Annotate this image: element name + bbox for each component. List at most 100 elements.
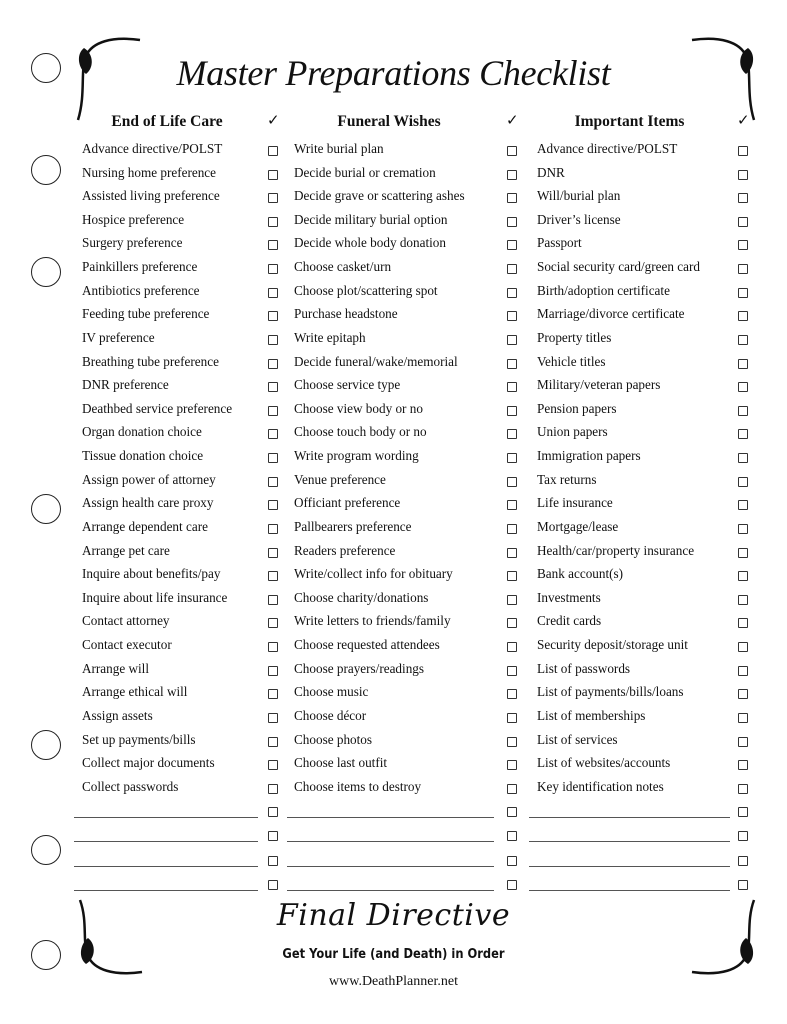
checkbox[interactable] (507, 264, 517, 275)
checkbox[interactable] (738, 476, 748, 487)
checkbox[interactable] (738, 429, 748, 440)
checkbox[interactable] (507, 334, 517, 345)
checkbox[interactable] (738, 571, 748, 582)
checkbox[interactable] (507, 712, 517, 723)
blank-entry-line[interactable] (74, 865, 258, 867)
checkbox[interactable] (268, 500, 278, 511)
checkbox[interactable] (268, 382, 278, 393)
blank-entry-line[interactable] (529, 890, 730, 892)
checkbox[interactable] (268, 880, 278, 891)
checkbox[interactable] (268, 594, 278, 605)
checkbox[interactable] (507, 476, 517, 487)
checkbox[interactable] (738, 807, 748, 817)
checkbox[interactable] (268, 405, 278, 416)
checkbox[interactable] (738, 665, 748, 676)
checkbox[interactable] (738, 689, 748, 700)
checkbox[interactable] (268, 712, 278, 723)
checkbox[interactable] (507, 216, 517, 227)
checkbox[interactable] (507, 642, 517, 653)
checkbox[interactable] (268, 240, 278, 251)
checkbox[interactable] (268, 146, 278, 156)
checkbox[interactable] (738, 216, 748, 227)
checkbox[interactable] (738, 500, 748, 511)
checkbox[interactable] (738, 712, 748, 723)
checkbox[interactable] (507, 618, 517, 629)
checkbox[interactable] (268, 476, 278, 487)
checkbox[interactable] (507, 689, 517, 700)
checkbox[interactable] (268, 523, 278, 534)
checkbox[interactable] (738, 736, 748, 747)
checkbox[interactable] (507, 760, 517, 771)
checkbox[interactable] (507, 571, 517, 582)
checkbox[interactable] (507, 523, 517, 534)
blank-entry-line[interactable] (287, 817, 494, 818)
checkbox[interactable] (507, 287, 517, 298)
checkbox[interactable] (738, 146, 748, 156)
checkbox[interactable] (738, 547, 748, 558)
checkbox[interactable] (738, 594, 748, 605)
checkbox[interactable] (268, 783, 278, 794)
website-link[interactable]: www.DeathPlanner.net (329, 974, 458, 989)
checkbox[interactable] (738, 287, 748, 298)
checkbox[interactable] (268, 571, 278, 582)
checkbox[interactable] (268, 736, 278, 747)
checkbox[interactable] (507, 240, 517, 251)
checkbox[interactable] (507, 311, 517, 322)
checkbox[interactable] (738, 169, 748, 180)
checkbox[interactable] (268, 760, 278, 771)
checkbox[interactable] (268, 358, 278, 369)
blank-entry-line[interactable] (287, 865, 494, 867)
checkbox[interactable] (268, 618, 278, 629)
checkbox[interactable] (268, 689, 278, 700)
checkbox[interactable] (738, 264, 748, 275)
checkbox[interactable] (507, 783, 517, 794)
checkbox[interactable] (268, 169, 278, 180)
checkbox[interactable] (268, 855, 278, 866)
checkbox[interactable] (507, 594, 517, 605)
checkbox[interactable] (507, 169, 517, 180)
checkbox[interactable] (738, 334, 748, 345)
checkbox[interactable] (738, 760, 748, 771)
checkbox[interactable] (268, 642, 278, 653)
checkbox[interactable] (738, 855, 748, 866)
blank-entry-line[interactable] (529, 865, 730, 867)
blank-entry-line[interactable] (74, 817, 258, 818)
checkbox[interactable] (507, 880, 517, 891)
checkbox[interactable] (507, 547, 517, 558)
checkbox[interactable] (507, 736, 517, 747)
blank-entry-line[interactable] (74, 890, 258, 892)
checkbox[interactable] (268, 429, 278, 440)
checkbox[interactable] (507, 807, 517, 817)
checkbox[interactable] (507, 382, 517, 393)
checkbox[interactable] (738, 831, 748, 842)
checkbox[interactable] (268, 287, 278, 298)
checkbox[interactable] (738, 311, 748, 322)
checkbox[interactable] (507, 855, 517, 866)
blank-entry-line[interactable] (287, 890, 494, 892)
checkbox[interactable] (507, 665, 517, 676)
checkbox[interactable] (738, 193, 748, 204)
checkbox[interactable] (738, 358, 748, 369)
blank-entry-line[interactable] (529, 841, 730, 843)
checkbox[interactable] (507, 405, 517, 416)
checkbox[interactable] (738, 880, 748, 891)
checkbox[interactable] (738, 382, 748, 393)
blank-entry-line[interactable] (287, 841, 494, 843)
checkbox[interactable] (268, 264, 278, 275)
checkbox[interactable] (268, 311, 278, 322)
checkbox[interactable] (738, 240, 748, 251)
checkbox[interactable] (507, 193, 517, 204)
checkbox[interactable] (738, 642, 748, 653)
checkbox[interactable] (738, 523, 748, 534)
checkbox[interactable] (507, 500, 517, 511)
checkbox[interactable] (268, 334, 278, 345)
blank-entry-line[interactable] (529, 817, 730, 818)
checkbox[interactable] (268, 193, 278, 204)
checkbox[interactable] (738, 453, 748, 464)
checkbox[interactable] (507, 453, 517, 464)
checkbox[interactable] (268, 807, 278, 817)
checkbox[interactable] (268, 216, 278, 227)
blank-entry-line[interactable] (74, 841, 258, 843)
checkbox[interactable] (738, 405, 748, 416)
checkbox[interactable] (507, 831, 517, 842)
